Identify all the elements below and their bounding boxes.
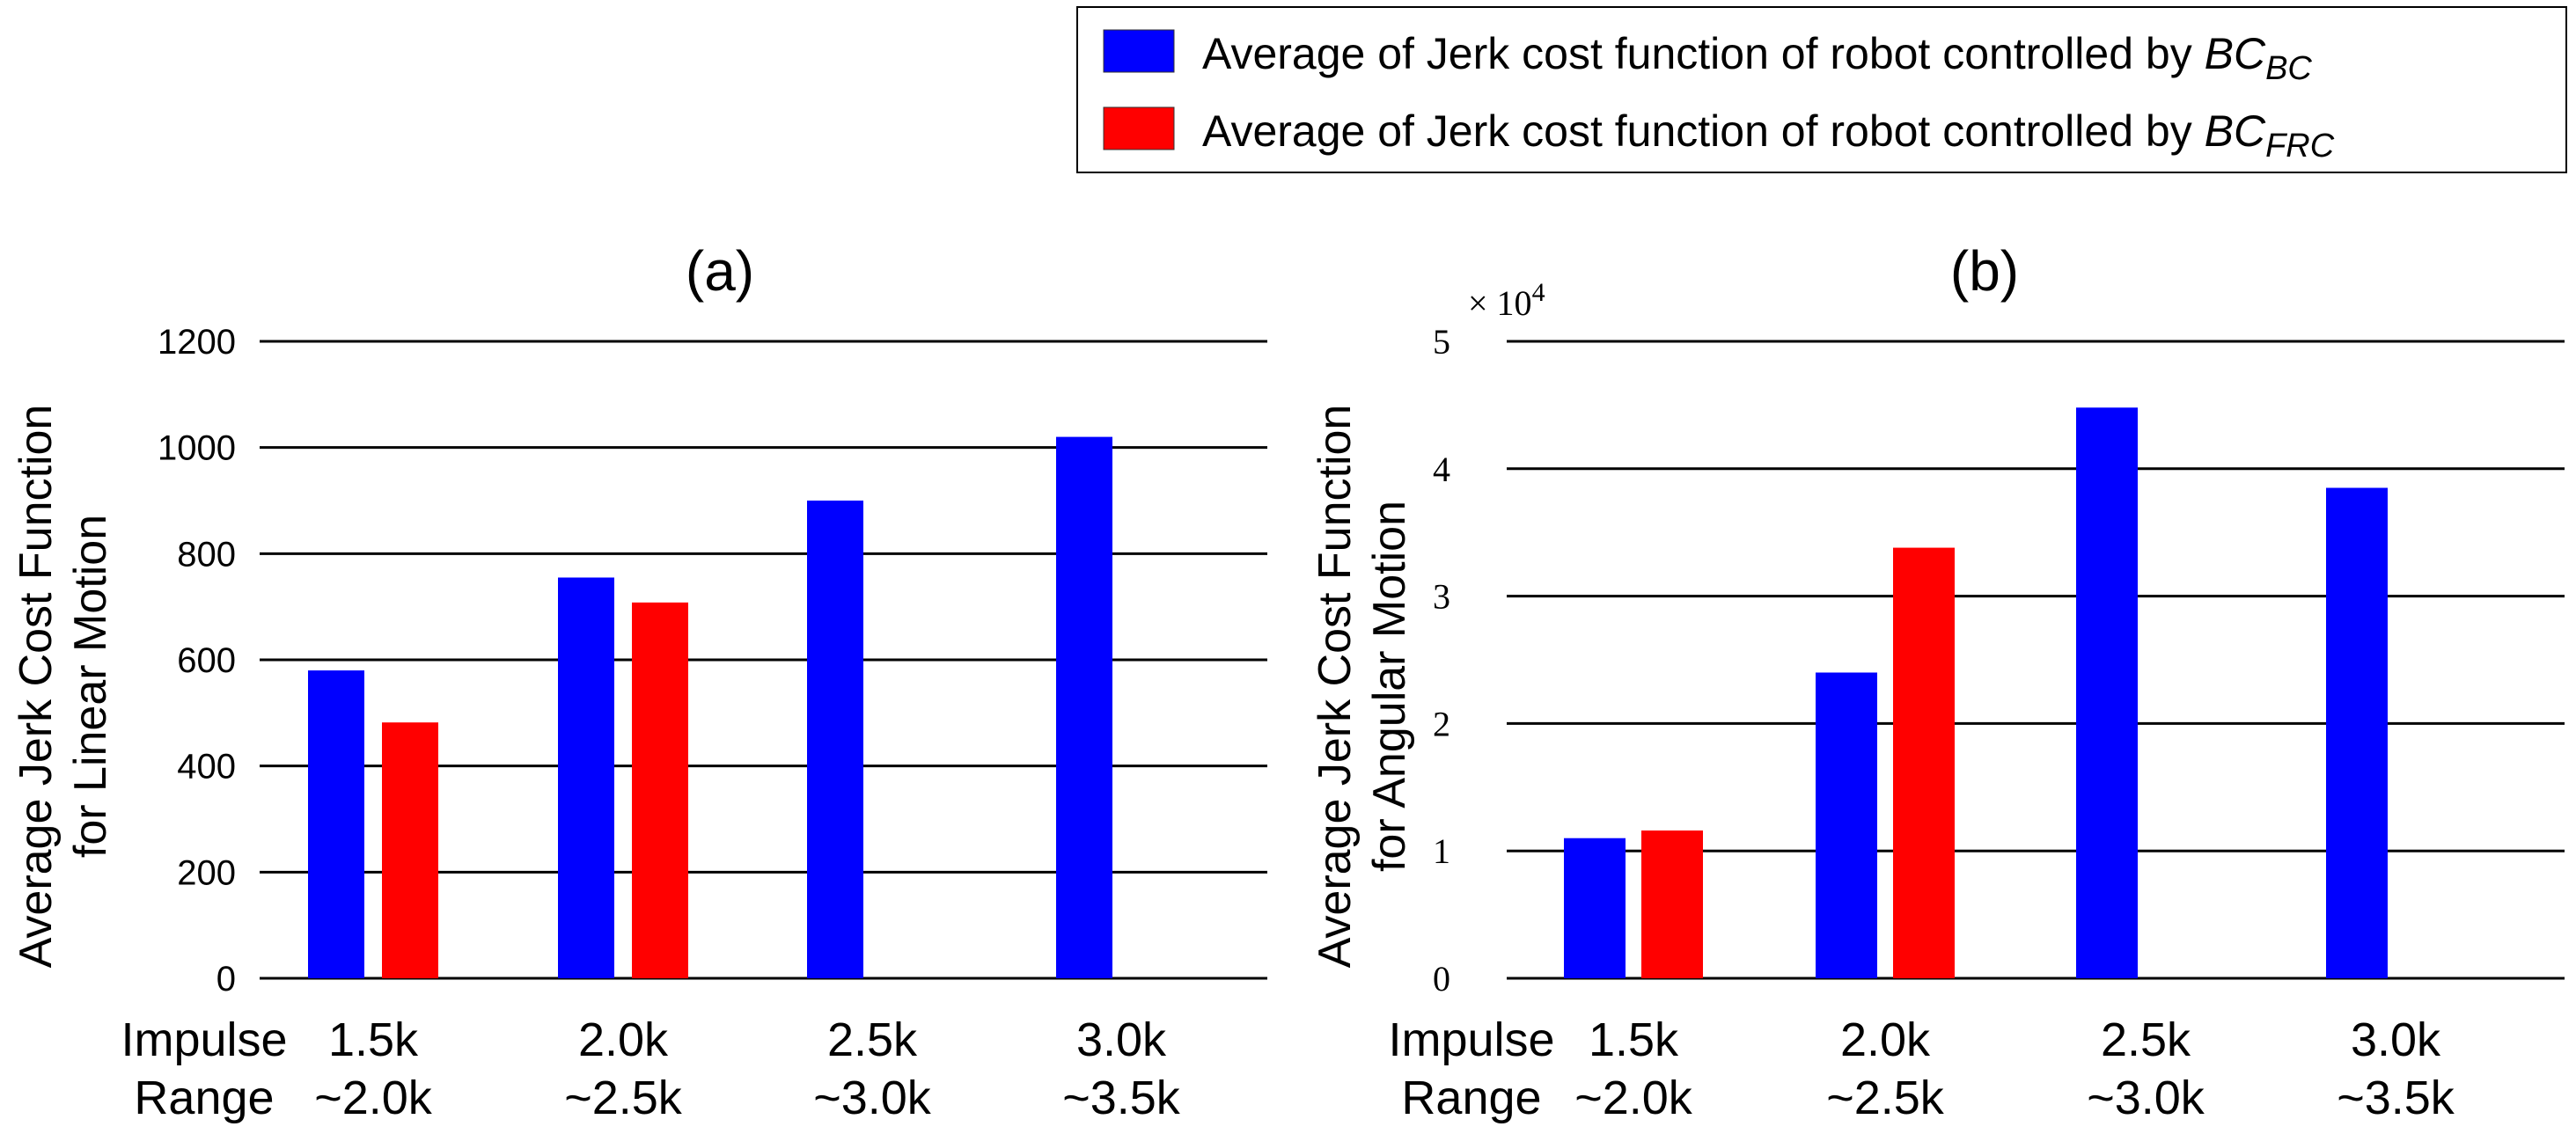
chart-b-xcat-label: ~2.5k — [1826, 1072, 1945, 1124]
chart-b-xcat-label: 1.5k — [1589, 1013, 1679, 1066]
legend-swatch-frc — [1103, 106, 1175, 150]
chart-b-xcat-label: ~2.0k — [1574, 1072, 1693, 1124]
chart-b-bar-bc-bc-0 — [1564, 838, 1626, 978]
chart-a-xcat-label: 3.0k — [1076, 1013, 1167, 1066]
chart-b-ytick-label: 1 — [1433, 831, 1450, 871]
chart-b-gridlines — [1507, 340, 2565, 980]
chart-b-xcat-label: ~3.0k — [2087, 1072, 2205, 1124]
chart-b-bar-bc-bc-2 — [2076, 407, 2138, 978]
chart-a-bar-bc-bc-2 — [807, 501, 863, 978]
chart-b-ylabel-line1: Average Jerk Cost Function — [1310, 405, 1361, 969]
chart-b-xcat-label: 2.0k — [1840, 1013, 1931, 1066]
chart-a-bar-bc-bc-0 — [308, 670, 364, 978]
chart-b-ytick-label: 3 — [1433, 577, 1450, 617]
chart-b-xtitle-line1: Impulse — [1388, 1013, 1554, 1066]
chart-b-xcat-label: 2.5k — [2101, 1013, 2191, 1066]
chart-b-ytick-label: 4 — [1433, 450, 1450, 489]
chart-a-xtitle-line2: Range — [134, 1072, 274, 1124]
chart-a-title: (a) — [686, 239, 754, 303]
chart-a-xcat-label: ~2.0k — [314, 1072, 433, 1124]
chart-b-x-categories: 1.5k ~2.0k 2.0k ~2.5k 2.5k ~3.0k 3.0k ~3.5k — [1574, 1013, 2455, 1124]
chart-b-multiplier: × 104 — [1468, 278, 1545, 323]
chart-b-xtitle-line2: Range — [1401, 1072, 1541, 1124]
chart-a-bar-bc-frc-1 — [632, 602, 688, 978]
legend-swatch-bc — [1103, 29, 1175, 73]
chart-b-ylabel-line2: for Angular Motion — [1364, 501, 1415, 872]
chart-a-x-categories: 1.5k ~2.0k 2.0k ~2.5k 2.5k ~3.0k 3.0k ~3.5k — [314, 1013, 1181, 1124]
chart-a-xcat-label: 2.5k — [827, 1013, 918, 1066]
chart-a-xcat-label: ~3.0k — [813, 1072, 932, 1124]
chart-b-ytick-label: 2 — [1433, 704, 1450, 743]
chart-a-xcat-label: ~3.5k — [1062, 1072, 1181, 1124]
chart-b-bar-bc-frc-1 — [1893, 547, 1955, 978]
chart-a: (a) 0 200 400 600 800 1000 1200 1.5k ~2.0k 2.0k ~… — [11, 239, 1267, 1124]
chart-a-ytick-label: 1000 — [158, 429, 236, 468]
chart-a-ytick-label: 400 — [177, 748, 236, 786]
chart-b-xcat-label: ~3.5k — [2337, 1072, 2455, 1124]
chart-b: (b) × 104 0 1 2 3 4 5 1.5k ~2.0k 2.0k ~2.5k 2.5k ~… — [1310, 239, 2565, 1124]
chart-a-bar-bc-bc-1 — [558, 577, 614, 978]
chart-a-bars — [308, 436, 1112, 979]
chart-b-y-ticks: 0 1 2 3 4 5 — [1433, 322, 1450, 999]
chart-a-ytick-label: 200 — [177, 853, 236, 892]
chart-b-bar-bc-bc-3 — [2326, 487, 2388, 978]
chart-b-ytick-label: 0 — [1433, 959, 1450, 999]
legend-frame — [1076, 6, 2567, 173]
legend-label-bc: Average of Jerk cost function of robot c… — [1202, 29, 2312, 87]
chart-a-ytick-label: 800 — [177, 535, 236, 574]
chart-a-ytick-label: 600 — [177, 641, 236, 680]
legend-label-frc: Average of Jerk cost function of robot c… — [1202, 106, 2335, 165]
chart-b-bar-bc-frc-0 — [1641, 830, 1703, 978]
legend: Average of Jerk cost function of robot c… — [1076, 6, 2567, 173]
chart-a-xtitle-line1: Impulse — [121, 1013, 287, 1066]
chart-b-bars — [1564, 407, 2388, 978]
chart-a-ylabel-line1: Average Jerk Cost Function — [11, 405, 62, 969]
chart-b-ytick-label: 5 — [1433, 322, 1450, 362]
chart-a-xcat-label: 1.5k — [328, 1013, 419, 1066]
chart-a-ytick-label: 1200 — [158, 323, 236, 362]
chart-a-y-ticks: 0 200 400 600 800 1000 1200 — [158, 323, 236, 999]
chart-a-ytick-label: 0 — [217, 960, 236, 999]
chart-b-xcat-label: 3.0k — [2351, 1013, 2441, 1066]
chart-a-bar-bc-frc-0 — [382, 722, 438, 978]
chart-a-xcat-label: ~2.5k — [564, 1072, 683, 1124]
chart-a-bar-bc-bc-3 — [1056, 436, 1112, 979]
chart-b-title: (b) — [1950, 239, 2019, 303]
chart-a-xcat-label: 2.0k — [578, 1013, 669, 1066]
chart-a-ylabel-line2: for Linear Motion — [65, 515, 116, 858]
chart-b-bar-bc-bc-1 — [1816, 672, 1877, 978]
